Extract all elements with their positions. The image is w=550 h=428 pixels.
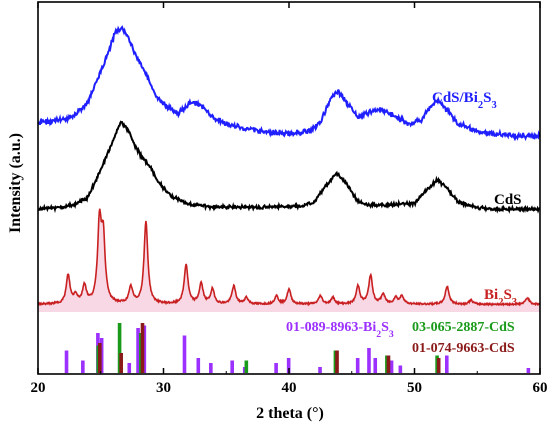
label-ref-bi2s3: 01-089-8963-Bi2S3 [286, 320, 394, 340]
label-bi2s3: Bi2S3 [484, 287, 517, 308]
series-line-bi2s3 [37, 208, 541, 307]
reference-stick [335, 350, 339, 373]
reference-stick [355, 358, 360, 373]
x-tick-label: 40 [282, 380, 297, 396]
reference-stick [81, 360, 85, 373]
reference-stick [182, 335, 187, 373]
reference-01-089-8963-bi2s3 [64, 325, 531, 373]
reference-stick [367, 348, 371, 373]
series-labels: CdS/Bi2S3 CdS Bi2S3 01-089-8963-Bi2S3 03-065… [286, 90, 522, 356]
reference-stick [398, 365, 403, 373]
label-ref-cds-cubic: 01-074-9663-CdS [412, 341, 515, 356]
x-tick-label: 50 [407, 380, 422, 396]
reference-stick [318, 367, 322, 373]
reference-stick [98, 343, 102, 373]
reference-stick [230, 360, 234, 373]
x-tick-label: 60 [533, 380, 548, 396]
reference-stick [142, 325, 147, 373]
plot-frame [37, 1, 541, 375]
reference-01-074-9663-cds [98, 323, 441, 373]
reference-stick [209, 363, 213, 373]
x-axis-label: 2 theta (°) [256, 405, 324, 422]
reference-stick [373, 358, 378, 373]
plot-area [37, 25, 541, 373]
reference-stick [196, 358, 201, 373]
reference-stick [127, 363, 132, 373]
reference-stick [444, 355, 449, 373]
reference-stick [286, 358, 291, 373]
reference-stick [436, 358, 441, 373]
axes: 20 30 40 50 60 [31, 1, 548, 396]
reference-stick [64, 350, 69, 373]
reference-stick [140, 323, 145, 373]
reference-stick [99, 338, 104, 373]
reference-stick [136, 328, 140, 373]
reference-stick [119, 353, 123, 373]
x-tick-label: 30 [156, 380, 171, 396]
series-halo-bi2s3 [38, 206, 540, 312]
label-cds: CdS [494, 192, 522, 208]
reference-stick [389, 360, 394, 373]
label-cds-bi2s3: CdS/Bi2S3 [432, 90, 497, 111]
y-axis-label: Intensity (a.u.) [7, 133, 24, 233]
reference-stick [244, 360, 249, 373]
reference-stick [526, 368, 531, 373]
label-ref-cds-hex: 03-065-2887-CdS [412, 320, 515, 335]
x-tick-label: 20 [31, 380, 46, 396]
reference-stick [386, 355, 391, 373]
reference-stick [117, 323, 122, 373]
series-line-cds [37, 120, 541, 214]
reference-stick [274, 363, 278, 373]
series-line-cds-bi2s3 [37, 25, 541, 142]
